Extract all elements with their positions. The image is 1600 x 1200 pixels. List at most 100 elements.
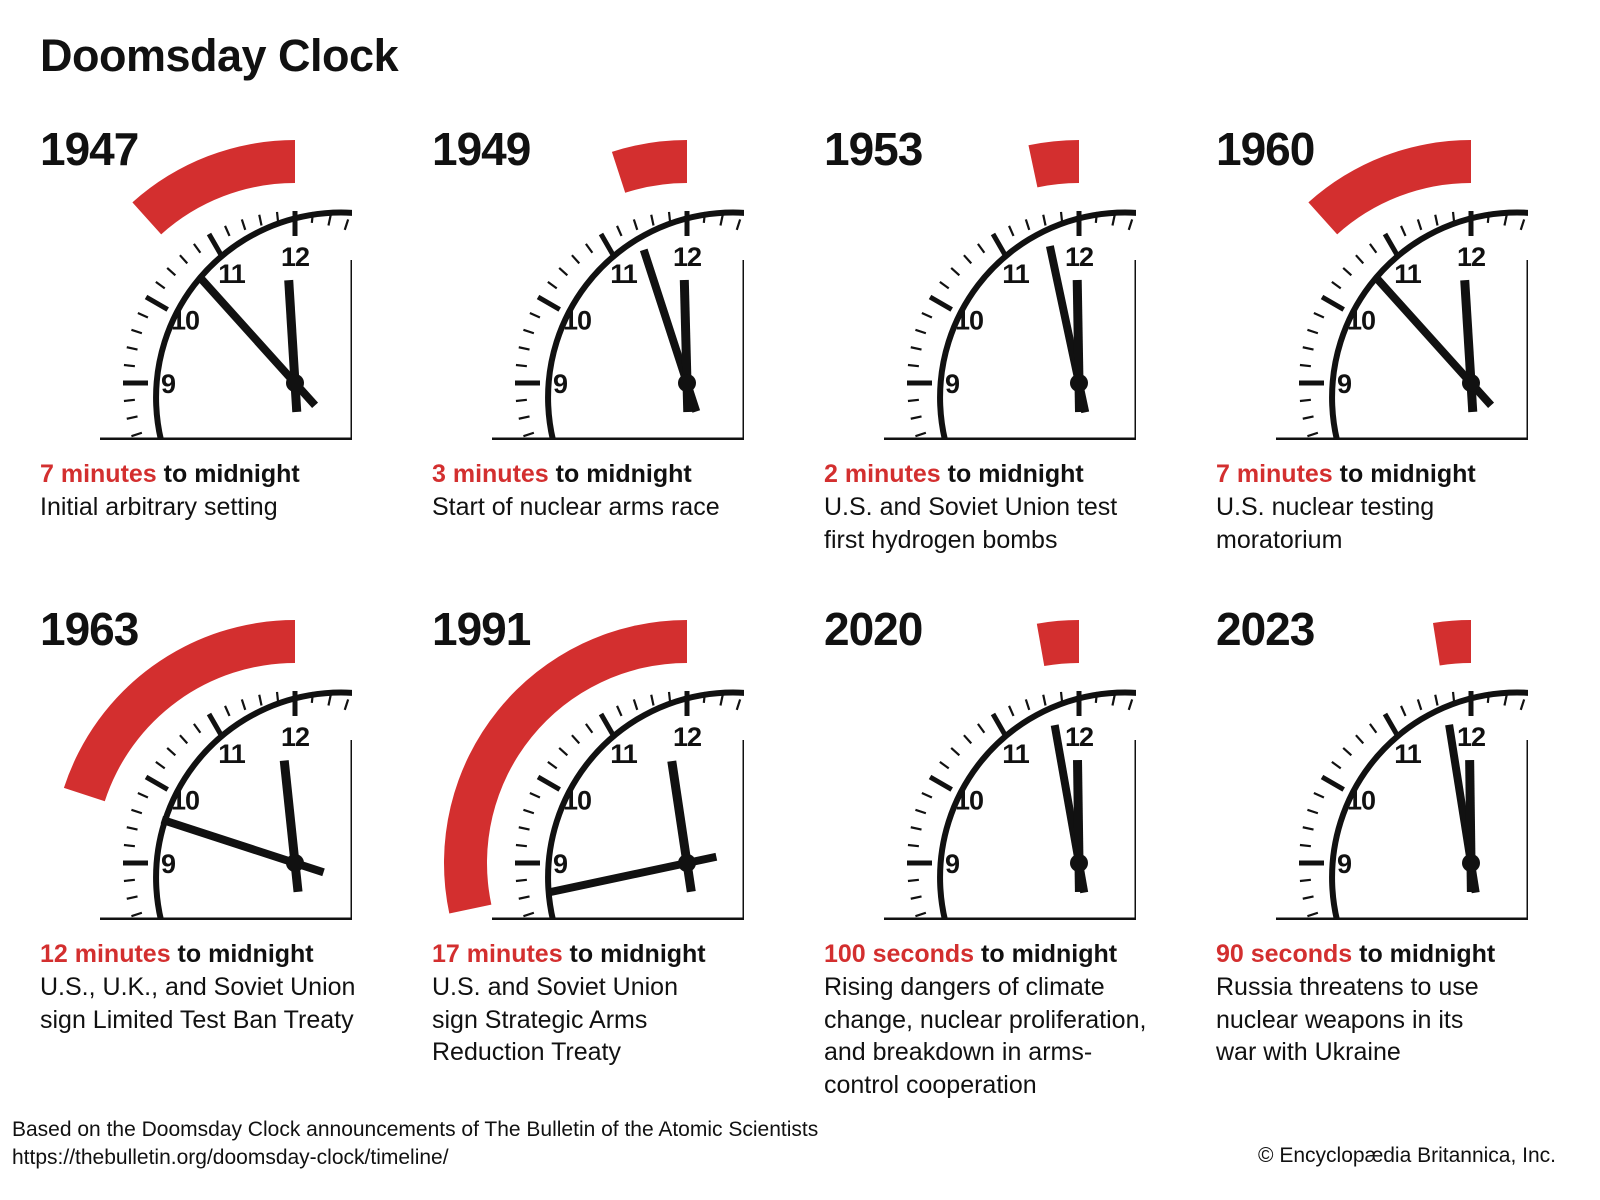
minute-tick [963,734,973,745]
minute-tick [616,225,623,237]
minute-tick [702,691,707,703]
minute-tick [963,254,973,265]
description-line: U.S. and Soviet Union test [824,493,1118,521]
minute-tick [915,431,927,438]
minute-tick [1451,211,1456,223]
minute-tick [907,398,919,403]
minute-tick [922,448,932,452]
minute-tick [910,895,922,900]
minute-tick [258,694,263,706]
year-label: 1947 [40,123,139,175]
year-label: 1991 [432,603,531,655]
minute-tick [123,363,135,368]
minute-tick [515,843,527,848]
minute-tick [240,699,247,711]
minute-tick [155,281,166,290]
minute-tick [1024,699,1031,711]
minute-tick [632,219,639,231]
minute-tick [1342,267,1353,277]
time-amount: 3 minutes [432,460,549,488]
dial-numeral: 9 [945,369,960,399]
hand-hub [678,374,696,392]
dial-numeral: 9 [1337,849,1352,879]
time-remaining-band [132,140,295,235]
clock-face: 9 10 11 12 [1276,620,1540,920]
description-line: Rising dangers of climate [824,973,1105,1001]
minute-tick [1307,911,1319,918]
minute-tick [1307,808,1319,815]
dial-numeral: 12 [673,242,701,272]
minute-tick [523,808,535,815]
hour-hand [1465,759,1476,893]
minute-tick [166,747,177,757]
minute-tick [907,843,919,848]
clock-panel: 9 10 11 12 1953 2 minutes to midnight U.S. and… [824,120,1204,600]
description-line: sign Limited Test Ban Treaty [40,1005,354,1034]
minute-tick [585,723,594,734]
event-description: U.S. nuclear testing moratorium [1216,491,1586,556]
time-remaining-band [1308,140,1471,235]
time-suffix: to midnight [156,460,300,488]
minute-tick [1111,214,1116,226]
minute-tick [360,226,364,236]
description-line: change, nuclear proliferation, [824,1005,1147,1034]
minute-tick [910,415,922,420]
minute-tick [977,243,986,254]
minute-tick [1299,843,1311,848]
event-description: U.S., U.K., and Soviet Union sign Limited… [40,971,410,1036]
hour-tick [144,774,169,792]
description-line: control cooperation [824,1070,1037,1099]
minute-tick [1302,826,1314,831]
description-line: war with Ukraine [1216,1038,1401,1066]
minute-tick [1369,243,1378,254]
event-description: Russia threatens to use nuclear weapons i… [1216,971,1586,1069]
minute-tick [1314,448,1324,452]
hour-hand [1073,759,1084,893]
clock-face: 9 10 11 12 [63,620,352,920]
dial-numeral: 11 [218,259,246,289]
time-remaining-band [1036,620,1079,667]
minute-tick [752,706,756,716]
time-remaining-band [611,140,687,193]
dial-numeral: 10 [171,786,199,816]
minute-tick [530,448,540,452]
minute-tick [193,243,202,254]
minute-tick [1127,699,1134,711]
minute-tick [275,691,280,703]
minute-tick [515,398,527,403]
dial-numeral: 10 [955,786,983,816]
minute-tick [523,911,535,918]
minute-tick [1486,691,1491,703]
dial-numeral: 9 [1337,369,1352,399]
time-caption: 7 minutes to midnight [40,460,300,489]
minute-tick [915,328,927,335]
source-url[interactable]: https://thebulletin.org/doomsday-clock/t… [12,1146,449,1169]
minute-tick [547,761,558,770]
minute-tick [922,928,932,932]
time-caption: 3 minutes to midnight [432,460,692,489]
event-description: Start of nuclear arms race [432,491,802,524]
hour-tick [928,774,953,792]
minute-tick [529,792,541,799]
minute-tick [123,843,135,848]
minute-tick [523,328,535,335]
hour-tick [928,294,953,312]
dial-numeral: 12 [1065,722,1093,752]
minute-tick [1008,705,1015,717]
hour-tick [1320,294,1345,312]
dial-numeral: 10 [1347,306,1375,336]
minute-tick [616,705,623,717]
minute-tick [667,691,672,703]
minute-tick [915,911,927,918]
time-caption: 100 seconds to midnight [824,940,1117,969]
description-line: first hydrogen bombs [824,525,1058,554]
dial-numeral: 12 [1065,242,1093,272]
dial-numeral: 11 [1394,259,1422,289]
time-amount: 2 minutes [824,460,941,488]
minute-tick [1094,211,1099,223]
time-suffix: to midnight [562,940,706,968]
minute-tick [1536,706,1540,716]
minute-tick [910,826,922,831]
time-remaining-band [63,620,295,802]
minute-tick [1331,761,1342,770]
